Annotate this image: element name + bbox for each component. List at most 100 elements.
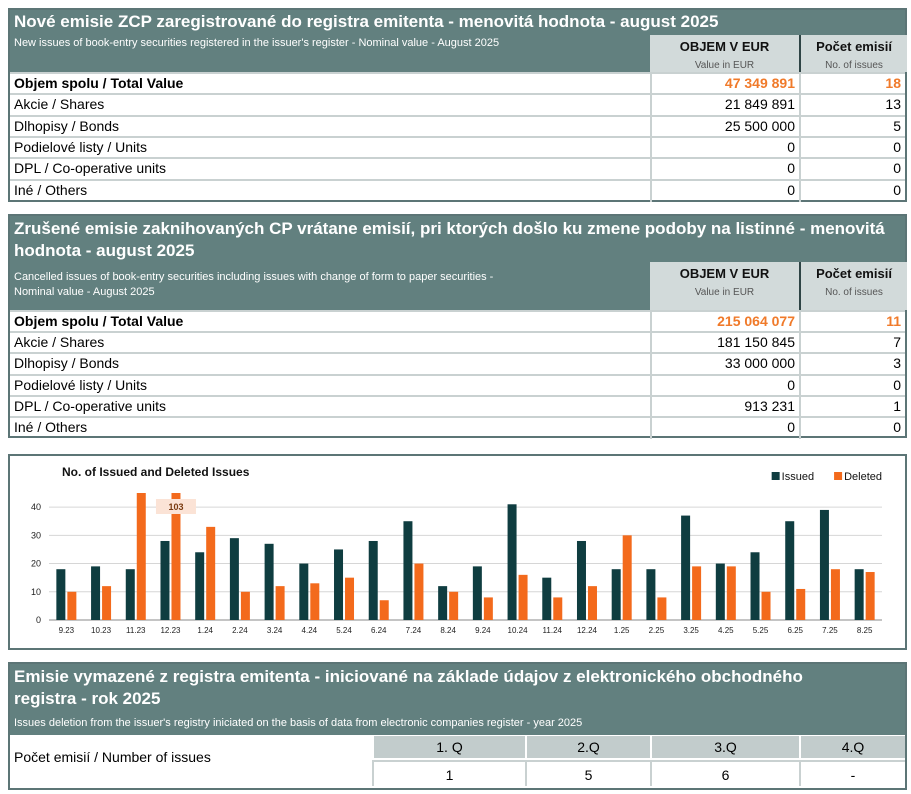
- table-value: 5: [799, 116, 905, 138]
- column-header: OBJEM V EUR Value in EUR: [650, 262, 799, 310]
- table-value: 13: [799, 95, 905, 117]
- x-tick-label: 8.25: [857, 626, 873, 635]
- row-label: Iné / Others: [14, 181, 88, 198]
- bar: [854, 569, 864, 620]
- bar: [587, 586, 597, 620]
- table-row: Iné / Others 0 0: [10, 178, 905, 202]
- table-value: 7: [799, 333, 905, 355]
- table-value: 0: [799, 180, 905, 202]
- table-value: 1: [799, 396, 905, 418]
- table-title: Emisie vymazené z registra emitenta - in…: [14, 667, 803, 708]
- table-value: 0: [650, 180, 799, 202]
- row-label: Objem spolu / Total Value: [14, 313, 184, 329]
- bar: [483, 597, 493, 620]
- x-tick-label: 10.24: [508, 626, 529, 635]
- y-tick-label: 10: [31, 587, 41, 597]
- bar: [56, 569, 66, 620]
- bar: [657, 597, 667, 620]
- bars: [56, 493, 875, 620]
- table-row: Podielové listy / Units 0 0: [10, 135, 905, 160]
- chart: No. of Issued and Deleted Issues 0 10 20 30…: [31, 465, 882, 635]
- legend-swatch: [834, 472, 843, 480]
- table-value: 0: [650, 159, 799, 181]
- bar: [542, 577, 552, 620]
- table-row: Objem spolu / Total Value 215 064 077 11: [10, 310, 905, 334]
- row-label: Dlhopisy / Bonds: [14, 355, 120, 372]
- bar: [785, 521, 795, 620]
- column-subtitle: No. of issues: [825, 60, 883, 71]
- table-value: 33 000 000: [650, 354, 799, 376]
- bar: [206, 526, 216, 620]
- x-tick-label: 1.24: [197, 626, 213, 635]
- chart-box: No. of Issued and Deleted Issues 0 10 20 30…: [8, 454, 907, 650]
- row-label: Akcie / Shares: [14, 334, 105, 351]
- x-tick-label: 8.24: [440, 626, 456, 635]
- bar: [91, 566, 101, 620]
- column-title: Počet emisií: [816, 39, 892, 54]
- table-row: Podielové listy / Units 0 0: [10, 373, 905, 397]
- column-header: Počet emisií No. of issues: [799, 262, 907, 310]
- table-header: Emisie vymazené z registra emitenta - in…: [10, 664, 905, 735]
- bar: [830, 569, 840, 620]
- table-value: -: [799, 760, 905, 786]
- bar: [275, 586, 285, 620]
- y-tick-label: 0: [36, 615, 41, 625]
- legend-label: Issued: [782, 471, 814, 483]
- row-label: Iné / Others: [14, 419, 88, 435]
- x-tick-label: 6.24: [371, 626, 387, 635]
- bar: [264, 543, 274, 620]
- bar: [379, 600, 389, 620]
- table-value: 0: [799, 418, 905, 440]
- table-value: 0: [799, 137, 905, 160]
- table-value: 25 500 000: [650, 116, 799, 138]
- x-tick-label: 2.24: [232, 626, 248, 635]
- column-title: OBJEM V EUR: [679, 266, 770, 281]
- table-value: 0: [799, 375, 905, 397]
- table-value: 1: [372, 760, 525, 786]
- x-tick-label: 11.24: [543, 626, 563, 635]
- table-row: Akcie / Shares 21 849 891 13: [10, 93, 905, 117]
- data-label-box: [155, 499, 196, 514]
- x-tick-label: 1.25: [614, 626, 630, 635]
- bar: [67, 591, 77, 620]
- table-value: 11: [799, 312, 905, 334]
- bar: [865, 572, 875, 620]
- bar: [345, 577, 355, 620]
- table-value: 181 150 845: [650, 333, 799, 355]
- x-tick-label: 7.25: [822, 626, 838, 635]
- bar: [472, 566, 482, 620]
- bar: [171, 493, 181, 620]
- table-value: 6: [650, 760, 799, 786]
- y-tick-label: 20: [31, 559, 41, 569]
- row-label: Objem spolu / Total Value: [14, 75, 184, 91]
- bar: [403, 521, 413, 620]
- x-tick-label: 4.25: [718, 626, 734, 635]
- bar: [611, 569, 621, 620]
- x-tick-label: 12.24: [577, 626, 598, 635]
- table-title: Nové emisie ZCP zaregistrované do regist…: [14, 12, 719, 31]
- bar: [438, 586, 448, 620]
- column-header: 1. Q: [372, 736, 525, 758]
- bar: [692, 566, 702, 620]
- table-value: 21 849 891: [650, 95, 799, 117]
- x-tick-label: 9.23: [59, 626, 75, 635]
- bar: [726, 566, 736, 620]
- bar: [449, 591, 459, 620]
- bar: [715, 563, 725, 620]
- x-tick-label: 3.25: [683, 626, 699, 635]
- table-row: Objem spolu / Total Value 47 349 891 18: [10, 72, 905, 96]
- bar: [195, 552, 205, 620]
- bar: [299, 563, 309, 620]
- row-label: Podielové listy / Units: [14, 376, 148, 393]
- row-label: Počet emisií / Number of issues: [14, 749, 211, 765]
- bar: [761, 591, 771, 620]
- bar: [576, 540, 586, 620]
- y-tick-label: 30: [31, 530, 41, 540]
- x-tick-label: 3.24: [267, 626, 283, 635]
- table-row: Akcie / Shares 181 150 845 7: [10, 331, 905, 355]
- row-label: DPL / Co-operative units: [14, 160, 166, 177]
- column-title: Počet emisií: [816, 266, 892, 281]
- table-value: 0: [650, 418, 799, 440]
- x-tick-label: 2.25: [649, 626, 665, 635]
